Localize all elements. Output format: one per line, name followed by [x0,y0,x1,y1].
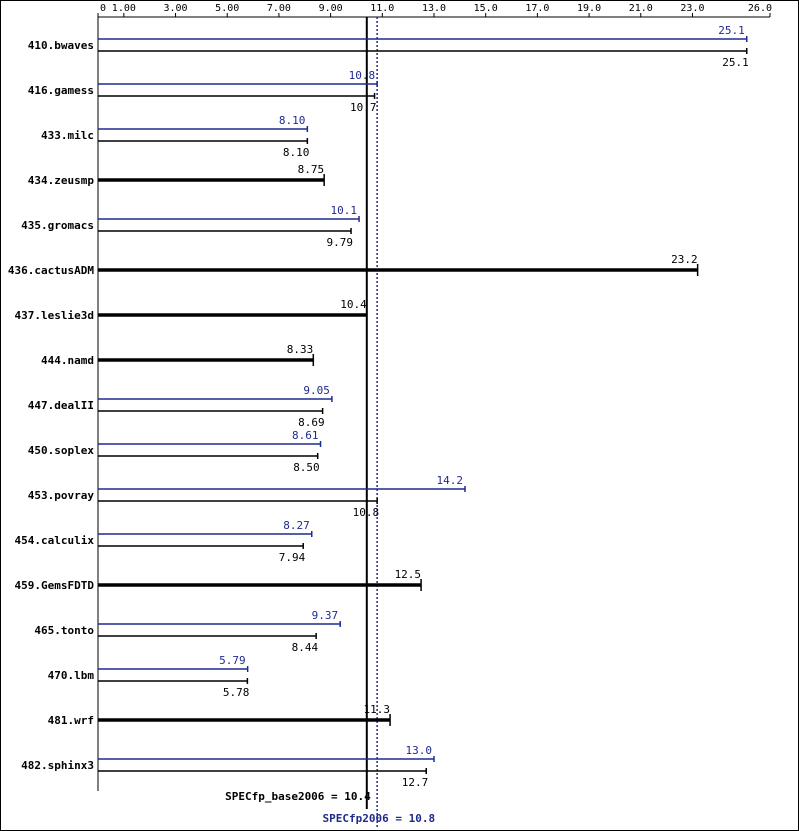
benchmark-label: 454.calculix [15,534,95,547]
benchmark-label: 433.milc [41,129,94,142]
x-tick-label: 19.0 [577,3,601,14]
benchmark-label: 447.dealII [28,399,94,412]
peak-summary-label: SPECfp2006 = 10.8 [323,812,436,825]
benchmark-label: 482.sphinx3 [21,759,94,772]
base-value-label: 12.5 [395,568,422,581]
x-tick-label: 21.0 [629,3,653,14]
peak-value-label: 14.2 [437,474,464,487]
peak-value-label: 8.27 [283,519,310,532]
x-tick-label: 1.00 [112,3,136,14]
base-value-label: 8.33 [287,343,314,356]
base-value-label: 10.4 [340,298,367,311]
base-value-label: 8.10 [283,146,310,159]
benchmark-label: 416.gamess [28,84,94,97]
peak-value-label: 8.61 [292,429,319,442]
x-tick-label: 11.0 [370,3,394,14]
peak-value-label: 9.37 [312,609,339,622]
x-tick-label: 5.00 [215,3,239,14]
x-tick-label: 7.00 [267,3,291,14]
benchmark-label: 453.povray [28,489,95,502]
x-tick-label: 9.00 [319,3,343,14]
x-tick-label: 26.0 [748,3,772,14]
base-value-label: 8.44 [292,641,319,654]
base-value-label: 23.2 [671,253,698,266]
x-tick-label: 23.0 [680,3,704,14]
base-value-label: 5.78 [223,686,250,699]
benchmark-label: 410.bwaves [28,39,94,52]
x-tick-label: 0 [100,3,106,14]
x-tick-label: 15.0 [474,3,498,14]
benchmark-label: 450.soplex [28,444,95,457]
peak-value-label: 10.8 [349,69,376,82]
peak-value-label: 13.0 [406,744,433,757]
benchmark-label: 444.namd [41,354,94,367]
base-value-label: 8.69 [298,416,325,429]
peak-value-label: 25.1 [718,24,745,37]
benchmark-label: 470.lbm [48,669,95,682]
base-value-label: 10.8 [353,506,380,519]
peak-value-label: 10.1 [331,204,358,217]
base-value-label: 9.79 [327,236,354,249]
benchmark-label: 437.leslie3d [15,309,94,322]
x-tick-label: 17.0 [525,3,549,14]
benchmark-label: 436.cactusADM [8,264,94,277]
base-value-label: 11.3 [364,703,391,716]
benchmark-label: 459.GemsFDTD [15,579,95,592]
benchmark-label: 435.gromacs [21,219,94,232]
benchmark-label: 481.wrf [48,714,94,727]
base-value-label: 7.94 [279,551,306,564]
base-summary-label: SPECfp_base2006 = 10.4 [225,790,371,803]
base-value-label: 10.7 [350,101,377,114]
peak-value-label: 5.79 [219,654,246,667]
base-value-label: 8.50 [293,461,320,474]
benchmark-label: 465.tonto [34,624,94,637]
peak-value-label: 9.05 [303,384,330,397]
base-value-label: 25.1 [722,56,749,69]
x-tick-label: 13.0 [422,3,446,14]
x-tick-label: 3.00 [163,3,187,14]
peak-value-label: 8.10 [279,114,306,127]
benchmark-label: 434.zeusmp [28,174,95,187]
base-value-label: 8.75 [298,163,325,176]
base-value-label: 12.7 [402,776,429,789]
